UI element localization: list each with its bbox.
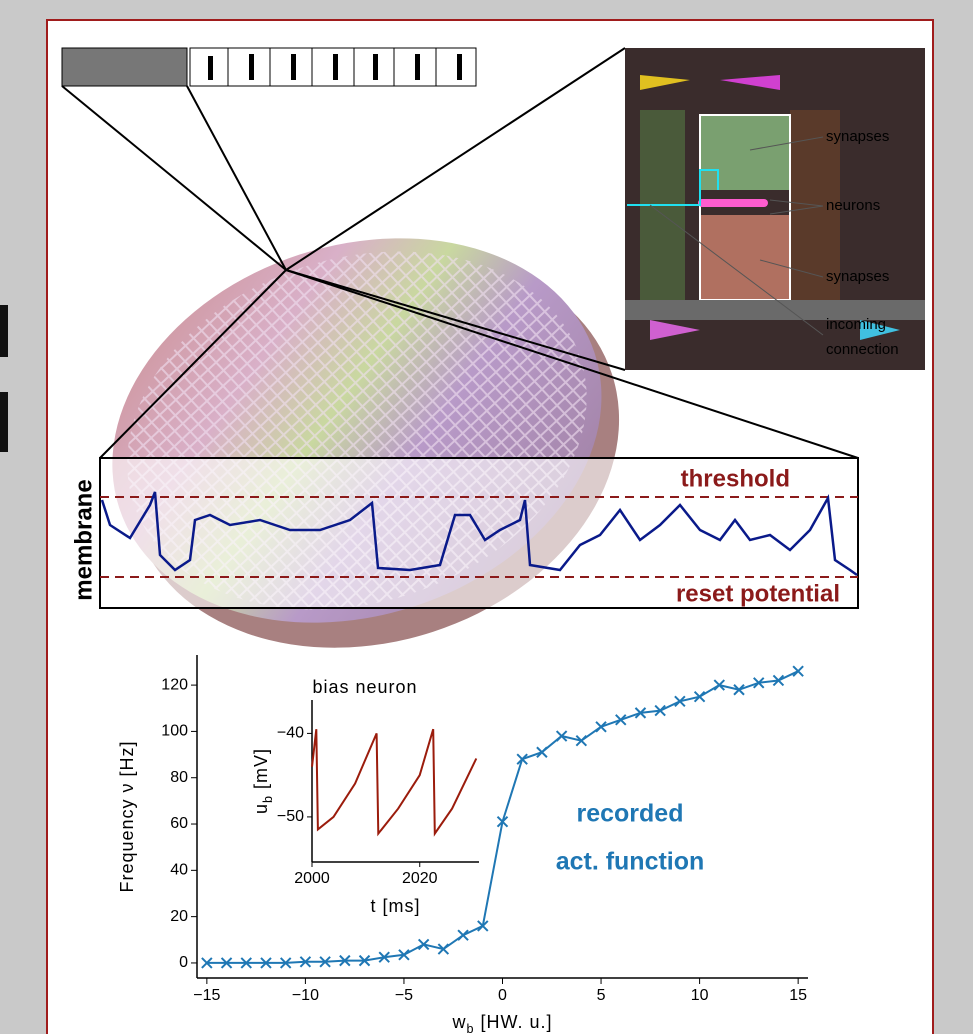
membrane-label: membrane [70, 479, 97, 600]
chip-label: incoming [826, 316, 886, 333]
x-tick-label: 2020 [402, 870, 438, 887]
label-part: [mV] [251, 748, 271, 795]
y-tick-label: 0 [179, 954, 188, 971]
y-tick-label: 20 [170, 908, 188, 925]
label-part: w [451, 1012, 466, 1032]
threshold-label: threshold [681, 465, 790, 492]
chip-label: synapses [826, 268, 889, 285]
sample-images [62, 48, 476, 86]
x-tick-label: 15 [789, 987, 807, 1004]
label-part: [HW. u.] [475, 1012, 553, 1032]
x-tick-label: −10 [292, 987, 319, 1004]
label-part: u [251, 803, 271, 814]
x-tick-label: 5 [597, 987, 606, 1004]
y-tick-label: 60 [170, 815, 188, 832]
y-tick-label: 40 [170, 862, 188, 879]
side-block [0, 392, 8, 452]
chip-label: connection [826, 341, 899, 358]
y-tick-label: 120 [161, 676, 188, 693]
reset-label: reset potential [676, 580, 840, 607]
y-tick-label: 100 [161, 723, 188, 740]
annotation: act. function [556, 848, 705, 876]
x-axis-label: t [ms] [371, 896, 421, 916]
inset-title: bias neuron [312, 677, 417, 697]
label-part: b [466, 1022, 474, 1034]
membrane-panel: threshold reset potential membrane [70, 458, 858, 608]
page: synapses neurons synapses incoming conne… [0, 0, 973, 1034]
y-tick-label: 80 [170, 769, 188, 786]
x-tick-label: 0 [498, 987, 507, 1004]
x-tick-label: −15 [193, 987, 220, 1004]
y-axis-label: Frequency ν [Hz] [117, 740, 137, 892]
x-tick-label: −5 [395, 987, 413, 1004]
x-tick-label: 2000 [294, 870, 330, 887]
y-tick-label: −40 [277, 725, 304, 742]
chip-label: synapses [826, 128, 889, 145]
y-tick-label: −50 [277, 808, 304, 825]
x-tick-label: 10 [691, 987, 709, 1004]
figure: synapses neurons synapses incoming conne… [0, 0, 973, 1034]
label-part: b [261, 795, 275, 803]
side-block [0, 305, 8, 357]
chip-label: neurons [826, 197, 880, 214]
annotation: recorded [577, 800, 684, 828]
